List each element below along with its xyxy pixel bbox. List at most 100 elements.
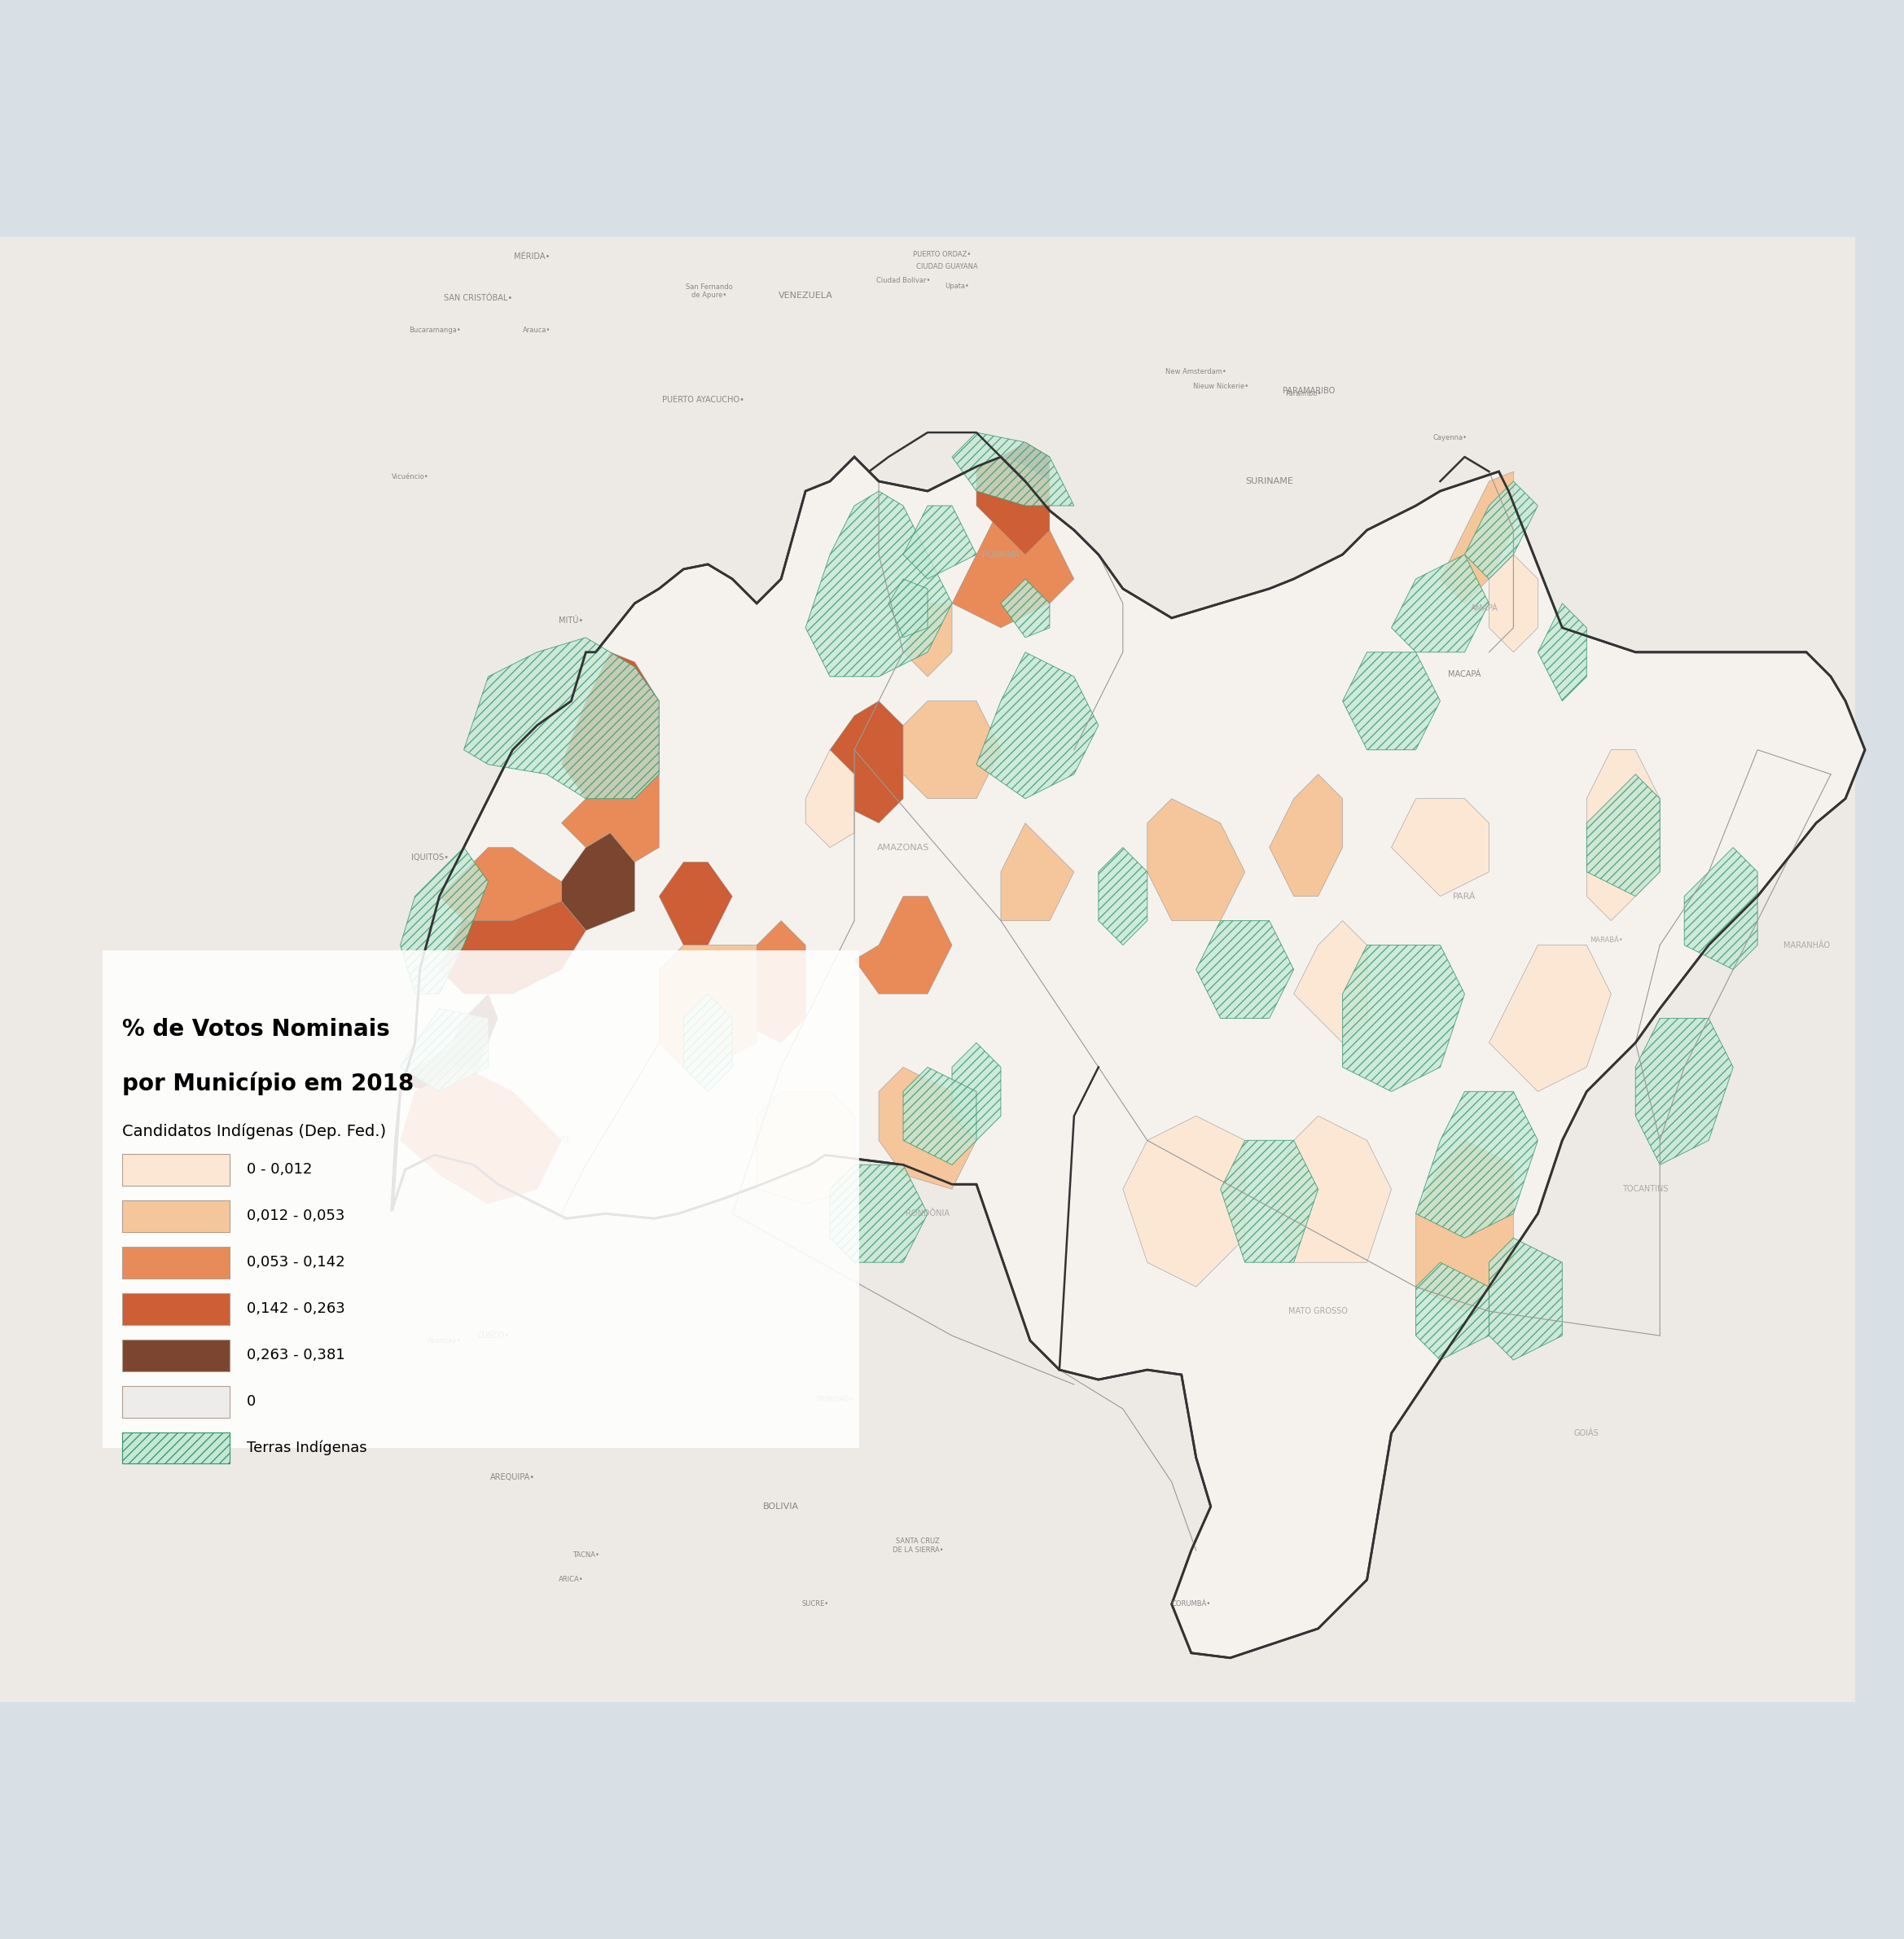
- Polygon shape: [902, 506, 977, 580]
- Polygon shape: [400, 847, 487, 995]
- Polygon shape: [830, 1165, 927, 1262]
- Bar: [122, 1154, 230, 1185]
- Text: CUSCO•: CUSCO•: [476, 1332, 510, 1340]
- Polygon shape: [1417, 1092, 1538, 1237]
- Text: CORUMBÁ•: CORUMBÁ•: [1171, 1600, 1211, 1607]
- Polygon shape: [1489, 944, 1611, 1092]
- Polygon shape: [440, 847, 562, 921]
- Polygon shape: [1002, 580, 1049, 638]
- Polygon shape: [440, 882, 586, 995]
- Polygon shape: [465, 638, 659, 799]
- Polygon shape: [1342, 652, 1439, 750]
- Polygon shape: [952, 432, 1074, 506]
- Bar: [122, 1386, 230, 1417]
- Text: % de Votos Nominais: % de Votos Nominais: [122, 1018, 390, 1041]
- Polygon shape: [889, 580, 927, 638]
- Text: BOLIVIA: BOLIVIA: [764, 1503, 800, 1510]
- Polygon shape: [562, 774, 659, 863]
- Polygon shape: [1417, 1262, 1489, 1359]
- Text: Abancay•: Abancay•: [428, 1336, 461, 1344]
- Text: AMAZONAS: AMAZONAS: [878, 843, 929, 851]
- Bar: [122, 1433, 230, 1464]
- Text: San Fernando
de Apure•: San Fernando de Apure•: [685, 283, 733, 299]
- Text: Arauca•: Arauca•: [524, 326, 550, 334]
- Polygon shape: [977, 458, 1049, 555]
- Polygon shape: [1123, 1117, 1245, 1287]
- Text: PUERTO AYACUCHO•: PUERTO AYACUCHO•: [663, 396, 744, 405]
- Polygon shape: [392, 458, 1864, 1658]
- Polygon shape: [880, 1066, 977, 1189]
- Polygon shape: [1392, 799, 1489, 896]
- Text: Candidatos Indígenas (Dep. Fed.): Candidatos Indígenas (Dep. Fed.): [122, 1123, 387, 1140]
- Polygon shape: [830, 702, 902, 822]
- Polygon shape: [1854, 237, 1904, 1702]
- Polygon shape: [1220, 1140, 1318, 1262]
- Text: 0,012 - 0,053: 0,012 - 0,053: [246, 1208, 345, 1224]
- Polygon shape: [1538, 603, 1586, 702]
- Text: TRINIDAD•: TRINIDAD•: [817, 1396, 853, 1402]
- Bar: [122, 1247, 230, 1278]
- Text: RONDÔNIA: RONDÔNIA: [906, 1210, 950, 1218]
- Text: 0,142 - 0,263: 0,142 - 0,263: [246, 1301, 345, 1317]
- Text: IQUITOS•: IQUITOS•: [411, 853, 447, 861]
- Text: SUCRE•: SUCRE•: [802, 1600, 828, 1607]
- Text: ARICA•: ARICA•: [558, 1576, 585, 1584]
- Text: TACNA•: TACNA•: [573, 1551, 600, 1559]
- Text: MATO GROSSO: MATO GROSSO: [1289, 1307, 1348, 1315]
- Bar: [122, 1200, 230, 1231]
- Text: MARABÁ•: MARABÁ•: [1590, 937, 1622, 944]
- Polygon shape: [1586, 774, 1660, 896]
- Text: Nieuw Nickerie•: Nieuw Nickerie•: [1192, 382, 1249, 390]
- Polygon shape: [400, 1066, 562, 1204]
- Polygon shape: [1196, 921, 1293, 1018]
- Polygon shape: [1392, 555, 1489, 652]
- Polygon shape: [1270, 774, 1342, 896]
- Polygon shape: [902, 603, 952, 677]
- Text: Vicuéncio•: Vicuéncio•: [392, 473, 428, 481]
- Polygon shape: [1099, 847, 1148, 944]
- Text: AMAPÁ: AMAPÁ: [1470, 605, 1498, 613]
- Text: Paraímbo•: Paraímbo•: [1285, 390, 1321, 397]
- Polygon shape: [952, 1043, 1002, 1140]
- FancyBboxPatch shape: [103, 950, 859, 1448]
- Text: ACRE: ACRE: [550, 1136, 571, 1144]
- Polygon shape: [1002, 822, 1074, 921]
- Polygon shape: [855, 896, 952, 995]
- Polygon shape: [1685, 847, 1757, 970]
- Polygon shape: [1417, 1140, 1514, 1311]
- Polygon shape: [1489, 1237, 1563, 1359]
- Text: PARAMARIBO: PARAMARIBO: [1281, 388, 1335, 396]
- Polygon shape: [1586, 750, 1660, 921]
- Polygon shape: [1270, 1117, 1392, 1262]
- Polygon shape: [805, 491, 952, 677]
- Polygon shape: [684, 995, 733, 1092]
- Text: Terras Indígenas: Terras Indígenas: [246, 1441, 367, 1456]
- Text: New Amsterdam•: New Amsterdam•: [1165, 368, 1226, 374]
- Text: MITÚ•: MITÚ•: [560, 617, 583, 624]
- Text: PUERTO ORDAZ•: PUERTO ORDAZ•: [914, 250, 971, 258]
- Polygon shape: [562, 652, 659, 799]
- Polygon shape: [733, 921, 805, 1043]
- Polygon shape: [1002, 442, 1049, 481]
- Polygon shape: [1148, 799, 1245, 921]
- Text: Bucaramanga•: Bucaramanga•: [409, 326, 461, 334]
- Text: 0,053 - 0,142: 0,053 - 0,142: [246, 1255, 345, 1270]
- Bar: [122, 1293, 230, 1324]
- Polygon shape: [1439, 471, 1514, 603]
- Polygon shape: [756, 1092, 855, 1204]
- Bar: [122, 1340, 230, 1371]
- Polygon shape: [952, 506, 1074, 628]
- Polygon shape: [902, 702, 1002, 799]
- Polygon shape: [805, 750, 855, 847]
- Polygon shape: [659, 863, 733, 944]
- Text: Upata•: Upata•: [944, 283, 969, 289]
- Polygon shape: [400, 1008, 487, 1092]
- Text: MÉRIDA•: MÉRIDA•: [514, 252, 550, 262]
- Polygon shape: [562, 834, 634, 931]
- Polygon shape: [1464, 481, 1538, 580]
- Text: AREQUIPA•: AREQUIPA•: [489, 1474, 535, 1481]
- Bar: [122, 1433, 230, 1464]
- Text: 0 - 0,012: 0 - 0,012: [246, 1161, 312, 1177]
- Polygon shape: [659, 944, 756, 1066]
- Polygon shape: [977, 652, 1099, 799]
